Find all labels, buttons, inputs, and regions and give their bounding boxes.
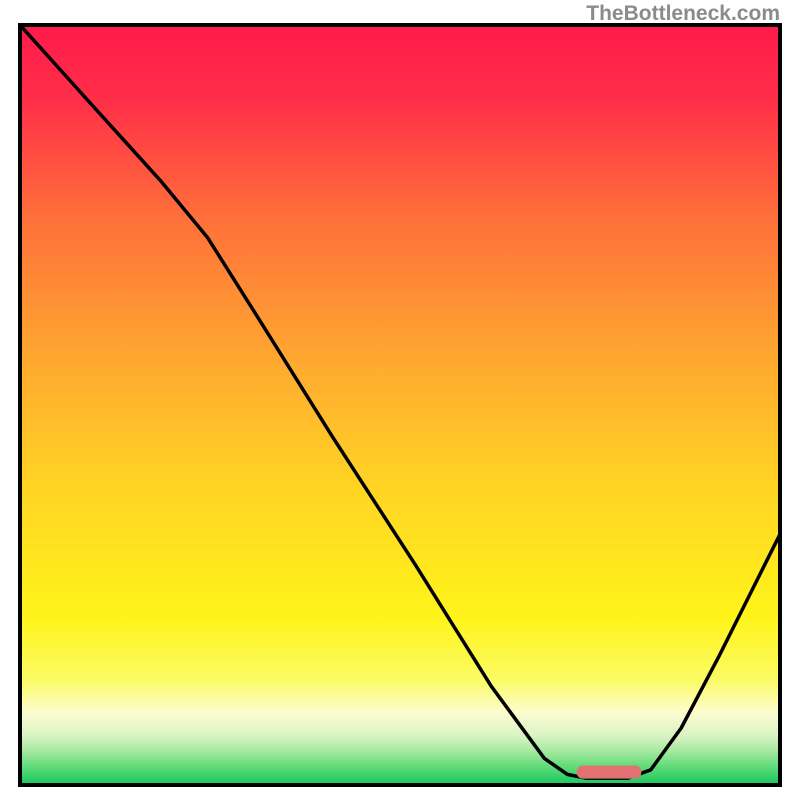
stage: TheBottleneck.com [0, 0, 800, 800]
attribution-text: TheBottleneck.com [586, 2, 780, 26]
gradient-background [20, 25, 780, 785]
optimal-range-marker [577, 766, 642, 779]
chart-svg [0, 0, 800, 800]
